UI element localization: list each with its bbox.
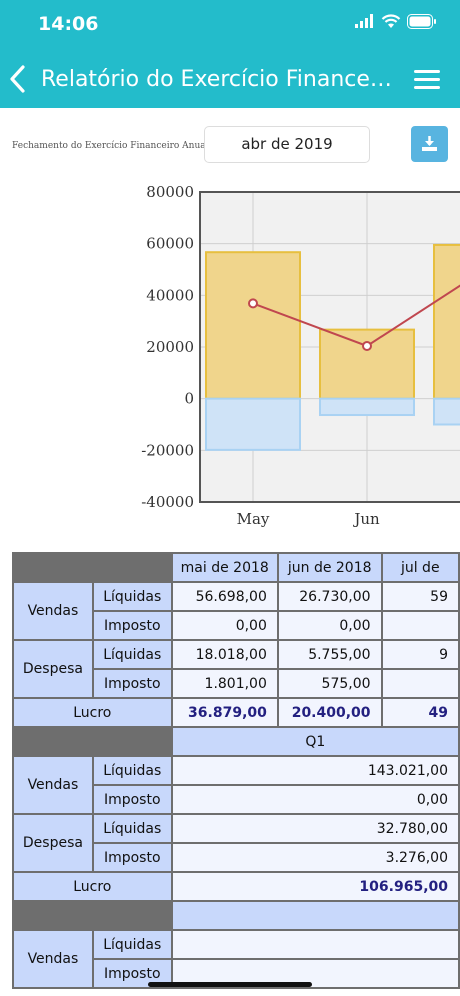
bar-positive — [319, 328, 415, 400]
profit-point — [248, 298, 258, 309]
next-header-row — [14, 902, 458, 929]
bar-negative — [433, 397, 460, 426]
hamburger-icon — [414, 70, 440, 73]
table-cell — [172, 931, 458, 958]
period-picker[interactable]: abr de 2019 — [204, 126, 370, 163]
table-cell: 0,00 — [172, 612, 277, 639]
battery-icon — [407, 14, 436, 29]
wifi-icon — [381, 14, 401, 28]
table-cell: 26.730,00 — [278, 583, 381, 610]
lucro-value: 20.400,00 — [278, 699, 381, 726]
table-cell — [382, 670, 458, 697]
row-label: Imposto — [93, 670, 171, 697]
table-row: Vendas Líquidas 143.021,00 — [14, 757, 458, 813]
table-cell: 3.276,00 — [172, 844, 458, 871]
row-label: Líquidas — [93, 815, 171, 842]
y-tick-label: 60000 — [146, 235, 194, 253]
row-label: Imposto — [93, 786, 171, 813]
x-tick-label: Jun — [352, 510, 380, 528]
download-button[interactable] — [411, 126, 448, 162]
bar-negative — [205, 397, 301, 451]
row-label: Líquidas — [93, 583, 171, 610]
nav-bar: Relatório do Exercício Financeiro Anual — [0, 50, 460, 108]
lucro-value: 106.965,00 — [172, 873, 458, 900]
y-tick-label: 20000 — [146, 338, 194, 356]
x-tick-label: May — [237, 510, 270, 528]
table-header-row: mai de 2018 jun de 2018 jul de — [14, 554, 458, 581]
lucro-label: Lucro — [14, 699, 171, 726]
period-label: Fechamento do Exercício Financeiro Anual — [12, 141, 209, 151]
signal-icon — [355, 14, 373, 28]
table-row: Imposto 0,00 0,00 — [14, 612, 458, 639]
quarter-header: Q1 — [172, 728, 458, 755]
financial-table: mai de 2018 jun de 2018 jul de Vendas Lí… — [12, 552, 460, 989]
row-label: Imposto — [93, 960, 171, 987]
bar-negative — [319, 397, 415, 417]
status-time: 14:06 — [38, 13, 99, 35]
status-bar: 14:06 — [0, 0, 460, 50]
y-tick-label: 40000 — [146, 286, 194, 304]
group-label-vendas: Vendas — [14, 583, 92, 639]
table-row: Imposto — [14, 960, 458, 987]
table-row: Despesa Líquidas 32.780,00 — [14, 815, 458, 871]
table-cell: 1.801,00 — [172, 670, 277, 697]
group-label-despesa: Despesa — [14, 815, 92, 871]
table-cell — [382, 612, 458, 639]
row-label: Líquidas — [93, 931, 171, 958]
quarter-header-row: Q1 — [14, 728, 458, 755]
table-cell: 575,00 — [278, 670, 381, 697]
lucro-row: Lucro 36.879,00 20.400,00 49 — [14, 699, 458, 726]
y-tick-label: -20000 — [141, 441, 194, 459]
column-header: mai de 2018 — [172, 554, 277, 581]
table-cell: 9 — [382, 641, 458, 668]
group-label-vendas: Vendas — [14, 757, 92, 813]
home-indicator — [148, 982, 312, 987]
column-header: jun de 2018 — [278, 554, 381, 581]
table-row: Imposto 0,00 — [14, 786, 458, 813]
group-label-despesa: Despesa — [14, 641, 92, 697]
row-label: Imposto — [93, 612, 171, 639]
download-icon — [422, 136, 437, 151]
table-cell: 0,00 — [278, 612, 381, 639]
lucro-value: 36.879,00 — [172, 699, 277, 726]
menu-button[interactable] — [414, 70, 440, 92]
table-row: Vendas Líquidas 56.698,00 26.730,00 59 — [14, 583, 458, 639]
lucro-row: Lucro 106.965,00 — [14, 873, 458, 900]
profit-point — [362, 340, 372, 351]
row-label: Líquidas — [93, 757, 171, 784]
row-label: Imposto — [93, 844, 171, 871]
table-cell: 0,00 — [172, 786, 458, 813]
y-tick-label: -40000 — [141, 493, 194, 511]
table-cell: 59 — [382, 583, 458, 610]
next-period-header — [172, 902, 458, 929]
table-cell: 32.780,00 — [172, 815, 458, 842]
row-label: Líquidas — [93, 641, 171, 668]
y-tick-label: 80000 — [146, 183, 194, 201]
table-row: Vendas Líquidas — [14, 931, 458, 987]
table-row: Despesa Líquidas 18.018,00 5.755,00 9 — [14, 641, 458, 697]
lucro-value: 49 — [382, 699, 458, 726]
table-row: Imposto 1.801,00 575,00 — [14, 670, 458, 697]
table-cell: 143.021,00 — [172, 757, 458, 784]
chevron-left-icon — [10, 65, 25, 93]
column-header: jul de — [382, 554, 458, 581]
table-cell: 18.018,00 — [172, 641, 277, 668]
table-cell: 5.755,00 — [278, 641, 381, 668]
back-button[interactable] — [6, 56, 34, 102]
page-title: Relatório do Exercício Financeiro Anual — [41, 67, 393, 92]
lucro-label: Lucro — [14, 873, 171, 900]
group-label-vendas: Vendas — [14, 931, 92, 987]
table-cell: 56.698,00 — [172, 583, 277, 610]
bar-positive — [433, 243, 460, 400]
plot-frame — [199, 191, 460, 503]
bar-positive — [205, 251, 301, 400]
financial-chart: 80000 60000 40000 20000 0 -20000 -40000 May Jun — [141, 183, 460, 528]
y-tick-label: 0 — [184, 390, 194, 408]
table-row: Imposto 3.276,00 — [14, 844, 458, 871]
